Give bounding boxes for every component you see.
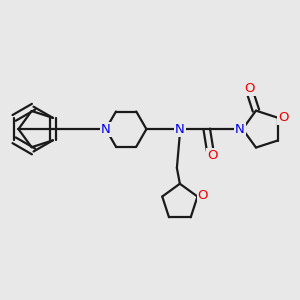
- Text: N: N: [101, 123, 111, 136]
- Text: O: O: [198, 189, 208, 202]
- Text: N: N: [175, 123, 185, 136]
- Text: O: O: [278, 111, 288, 124]
- Text: O: O: [244, 82, 255, 95]
- Text: O: O: [208, 149, 218, 162]
- Text: N: N: [235, 123, 244, 136]
